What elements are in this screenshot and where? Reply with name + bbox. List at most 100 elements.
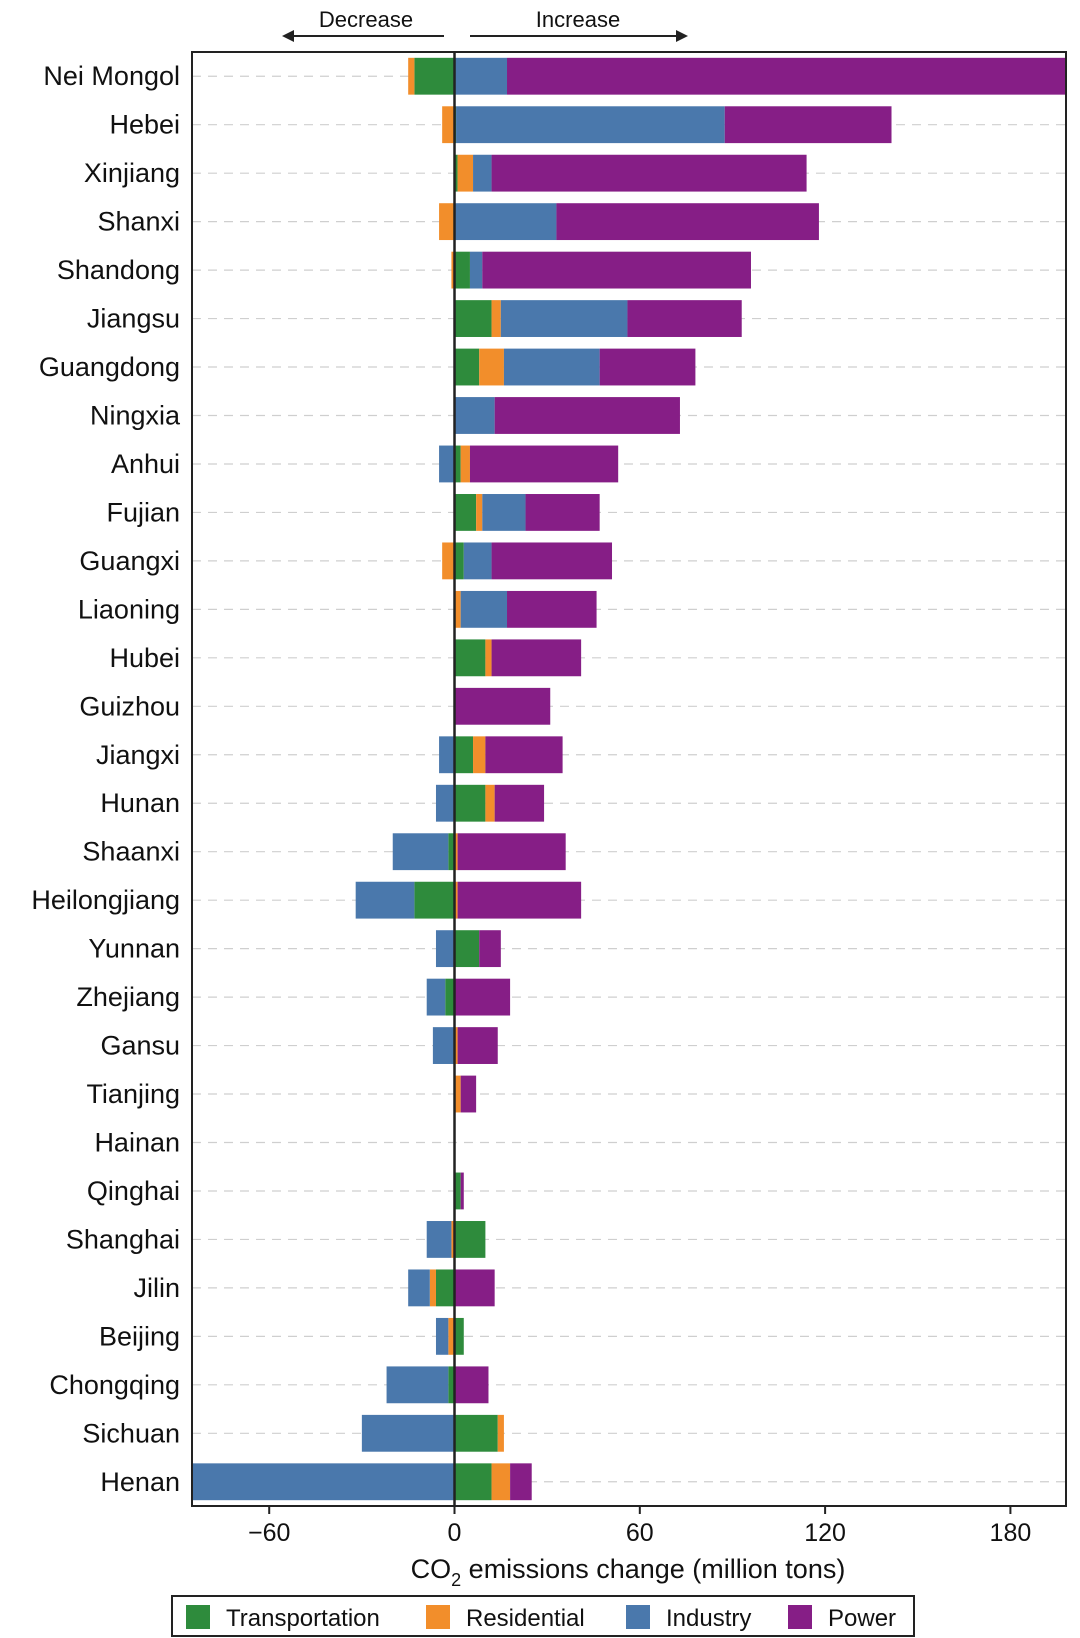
legend-swatch-residential [426,1605,450,1629]
bar-qinghai-transportation [454,1172,461,1210]
bar-hubei-residential [485,639,492,677]
province-label-nei-mongol: Nei Mongol [43,61,180,91]
province-label-hunan: Hunan [100,788,180,818]
province-label-shaanxi: Shaanxi [82,837,180,867]
x-tick-label: −60 [248,1519,290,1547]
bar-shaanxi-transportation [448,833,455,871]
bar-hubei-transportation [454,639,486,677]
bar-xinjiang-residential [457,154,474,192]
x-tick-label: 120 [804,1519,846,1547]
bar-sichuan-residential [497,1414,504,1452]
bar-sichuan-transportation [454,1414,498,1452]
bar-qinghai-power [460,1172,464,1210]
bar-fujian-industry [482,494,526,531]
province-label-fujian: Fujian [106,497,180,527]
x-axis-label-suffix: emissions change (million tons) [461,1554,845,1584]
bar-yunnan-power [479,930,501,968]
bar-chongqing-power [454,1366,489,1404]
province-label-hainan: Hainan [94,1128,180,1158]
bar-guangxi-residential [442,542,455,580]
bar-xinjiang-transportation [454,154,458,192]
grid-layer [192,75,1066,1483]
bar-yunnan-transportation [454,930,480,968]
bar-liaoning-residential [454,590,461,628]
bar-xinjiang-power [491,154,807,192]
bar-jiangxi-transportation [454,736,474,774]
bar-heilongjiang-transportation [414,881,455,919]
bar-shanghai-transportation [454,1221,486,1258]
province-label-guangxi: Guangxi [79,546,180,576]
bar-sichuan-industry [361,1414,455,1452]
bar-shanghai-residential [451,1221,455,1258]
bar-henan-residential [491,1463,511,1501]
bar-guangxi-power [491,542,613,580]
bar-jilin-transportation [435,1269,455,1307]
bar-guangdong-industry [503,348,600,386]
bar-jiangsu-transportation [454,300,492,337]
x-tick-label: 180 [990,1519,1032,1547]
legend-label-industry: Industry [666,1605,751,1632]
bar-fujian-power [525,494,600,531]
direction-increase: Increase [470,7,688,42]
province-label-guangdong: Guangdong [39,352,180,382]
bar-zhejiang-power [454,978,511,1016]
bar-ningxia-industry [454,397,495,434]
bar-chongqing-industry [386,1366,449,1404]
bar-tianjing-power [460,1075,477,1113]
increase-arrow-icon [676,30,688,42]
x-axis-label-subscript: 2 [451,1570,461,1590]
bar-jilin-residential [429,1269,436,1307]
bar-shandong-power [482,251,751,289]
bar-guangdong-power [599,348,696,386]
legend: Transportation Residential Industry Power [171,1595,915,1637]
bar-beijing-industry [435,1317,449,1355]
bar-henan-industry [192,1463,455,1501]
x-axis-ticks: −60 0 60 120 180 [248,1506,1031,1547]
province-label-zhejiang: Zhejiang [76,982,180,1012]
province-label-guizhou: Guizhou [79,691,180,721]
bar-liaoning-industry [460,590,508,628]
province-label-qinghai: Qinghai [87,1176,180,1206]
province-label-beijing: Beijing [99,1321,180,1351]
bar-shandong-industry [469,251,483,289]
decrease-arrow-icon [282,30,294,42]
bar-gansu-industry [432,1027,455,1064]
x-axis-label-prefix: CO [411,1554,452,1584]
province-label-sichuan: Sichuan [82,1418,180,1448]
bar-jilin-industry [408,1269,430,1307]
bars-layer [192,57,1066,1501]
province-label-yunnan: Yunnan [88,934,180,964]
bar-fujian-residential [476,494,483,531]
bar-shanxi-industry [454,203,557,241]
bar-jiangsu-residential [491,300,501,337]
direction-decrease: Decrease [282,7,444,42]
province-label-hebei: Hebei [109,110,180,140]
bar-hubei-power [491,639,582,677]
bar-fujian-transportation [454,494,477,531]
bar-nei-mongol-transportation [414,57,455,95]
province-label-jilin: Jilin [133,1273,180,1303]
bar-hunan-power [494,784,545,822]
x-tick-label: 0 [448,1519,462,1547]
bar-heilongjiang-industry [355,881,415,919]
bar-jiangxi-residential [473,736,486,774]
bar-nei-mongol-industry [454,57,508,95]
bar-beijing-residential [448,1317,455,1355]
province-label-xinjiang: Xinjiang [84,158,180,188]
legend-label-transportation: Transportation [226,1605,380,1632]
province-label-chongqing: Chongqing [49,1370,180,1400]
increase-label: Increase [536,7,620,32]
bar-shanghai-industry [426,1221,452,1258]
bar-shaanxi-residential [454,833,458,871]
x-tick-label: 60 [626,1519,654,1547]
province-label-shandong: Shandong [57,255,180,285]
province-label-hubei: Hubei [109,643,180,673]
bar-hebei-residential [442,106,455,144]
bar-zhejiang-industry [426,978,446,1016]
province-label-gansu: Gansu [100,1031,180,1061]
bar-guangdong-residential [479,348,504,386]
bar-anhui-residential [460,445,470,483]
bar-jiangxi-industry [439,736,455,774]
legend-swatch-power [788,1605,812,1629]
